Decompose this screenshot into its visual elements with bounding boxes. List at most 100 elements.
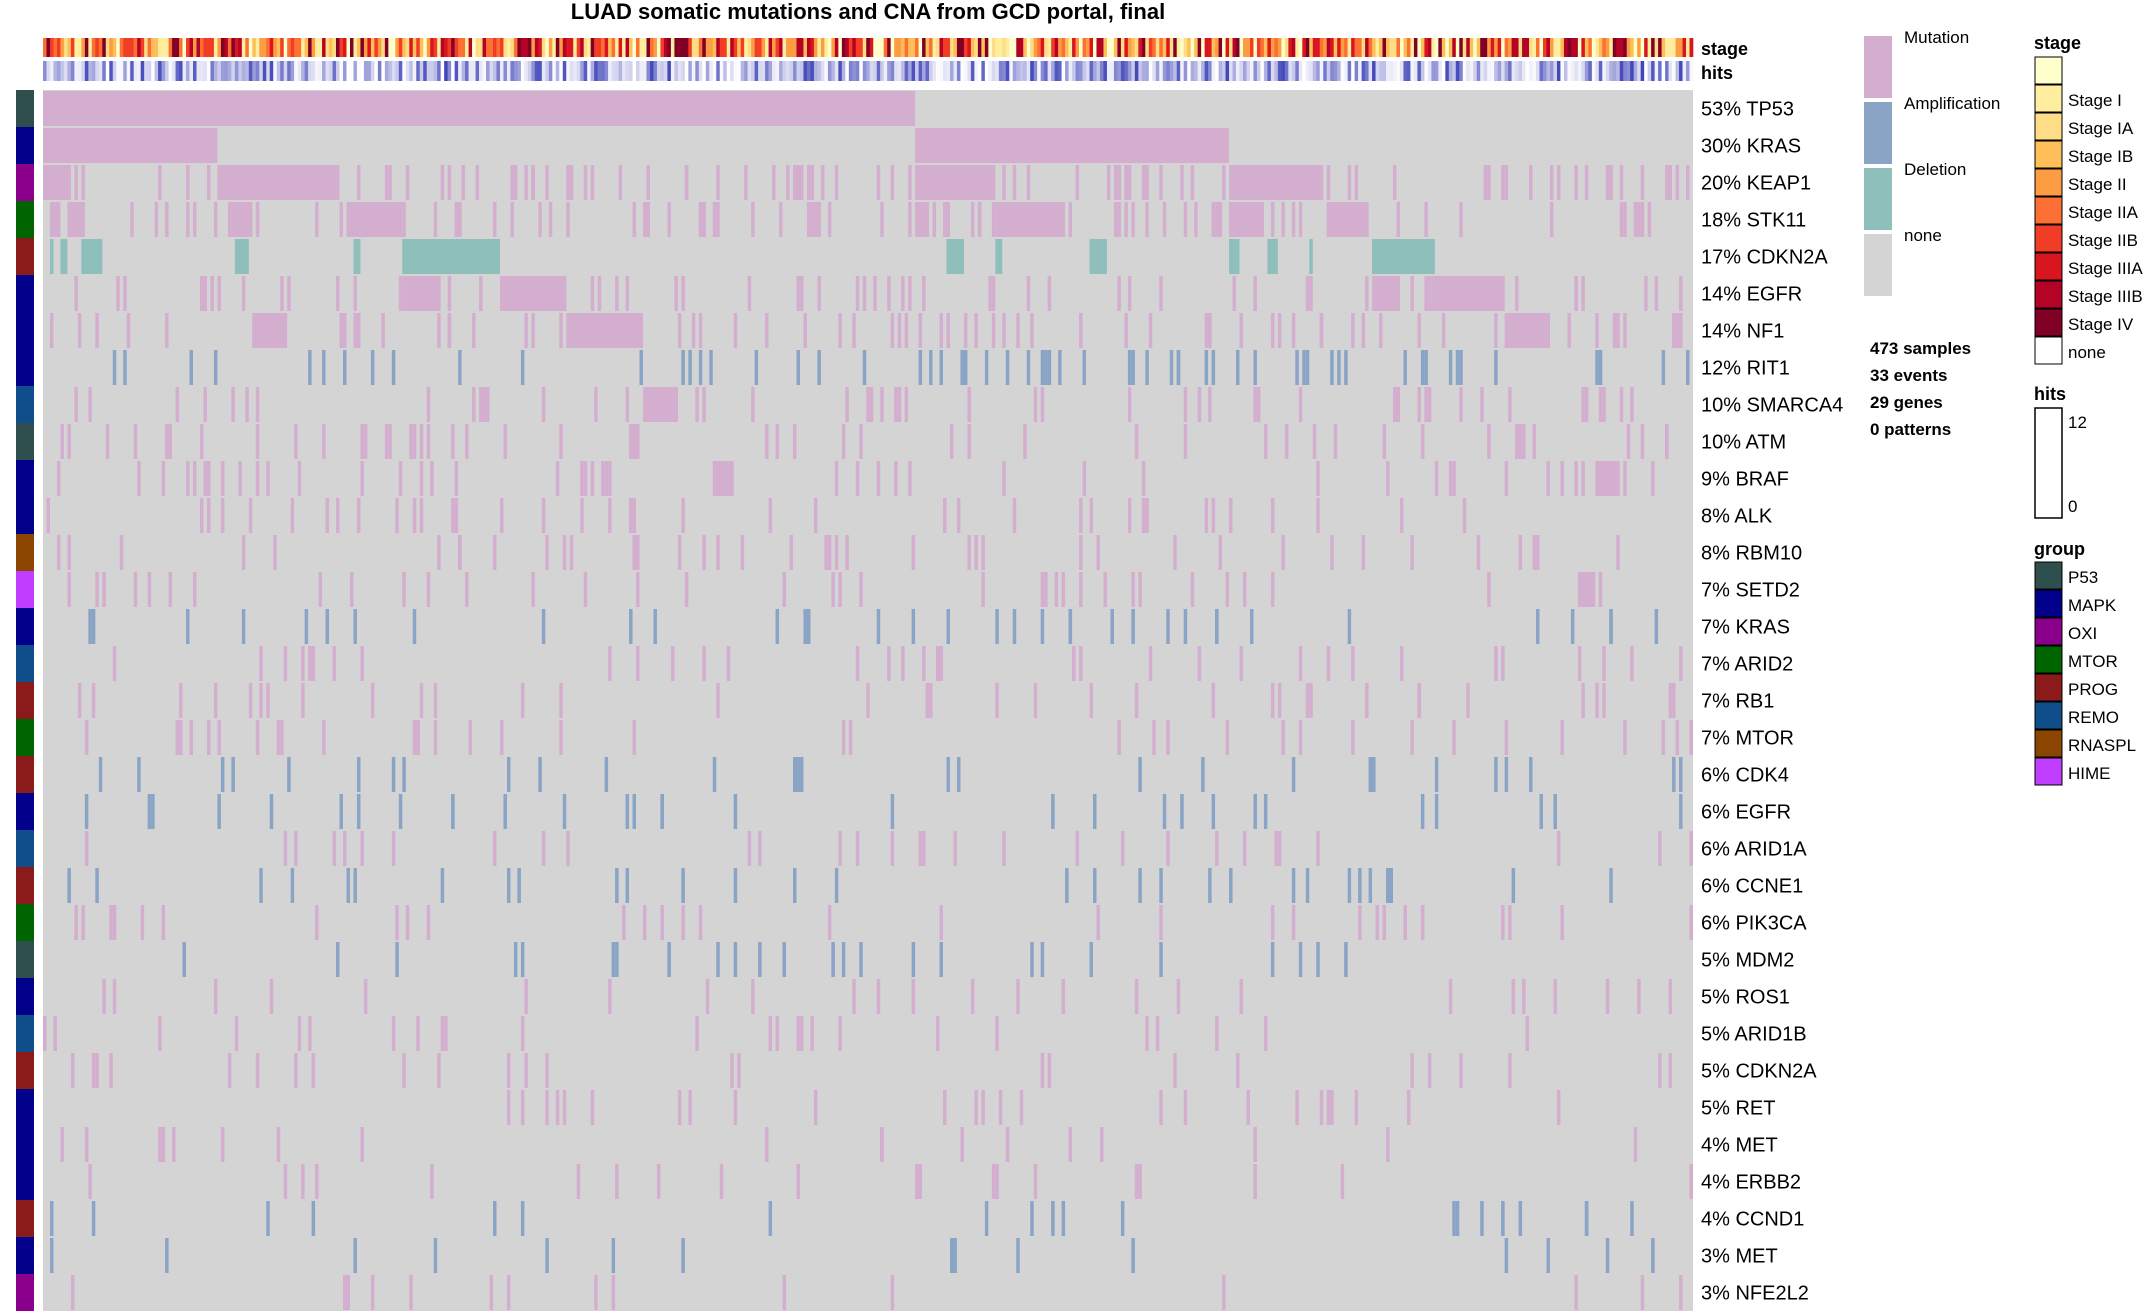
mutation-cell <box>430 1164 434 1199</box>
amplification-cell <box>1455 1201 1460 1236</box>
mutation-cell <box>995 1016 999 1051</box>
hits-cell <box>883 61 888 81</box>
hits-cell <box>838 61 843 81</box>
hits-cell <box>1305 61 1310 81</box>
mutation-cell <box>70 1053 75 1088</box>
stage-cell <box>716 38 721 57</box>
mutation-cell <box>977 202 982 237</box>
mutation-cell <box>203 387 207 422</box>
gene-label: 5% MDM2 <box>1701 950 1794 972</box>
mutation-cell <box>1079 498 1083 533</box>
mutation-cell <box>747 276 752 311</box>
hits-cell <box>126 61 131 81</box>
mutation-cell <box>493 831 497 866</box>
hits-cell <box>1616 61 1621 81</box>
stage-cell <box>315 38 319 57</box>
mutation-cell <box>974 1090 978 1125</box>
mutation-cell <box>447 276 452 311</box>
stage-cell <box>479 38 483 57</box>
mutation-cell <box>241 535 246 570</box>
hits-cell <box>297 61 302 81</box>
mutation-cell <box>1232 276 1237 311</box>
hits-cell <box>276 61 281 81</box>
stage-cell <box>1567 38 1572 57</box>
hits-cell <box>1117 61 1122 81</box>
amplification-cell <box>604 757 609 792</box>
stage-cell <box>629 38 633 57</box>
stage-cell <box>534 38 539 57</box>
stage-cell <box>904 38 909 57</box>
mutation-cell <box>838 572 842 607</box>
deletion-cell <box>1372 239 1435 274</box>
hits-cell <box>723 61 728 81</box>
hits-cell <box>625 61 630 81</box>
hits-cell <box>49 61 54 81</box>
amplification-cell <box>1553 794 1557 829</box>
hits-cell <box>1682 61 1687 81</box>
hits-cell <box>423 61 428 81</box>
stage-cell <box>939 38 944 57</box>
stage-cell <box>367 38 372 57</box>
hits-cell <box>956 61 961 81</box>
mutation-cell <box>318 572 323 607</box>
mutation-cell <box>1131 202 1135 237</box>
stage-legend-swatch <box>2034 196 2063 225</box>
stage-cell <box>1668 38 1673 57</box>
stage-cell <box>670 38 675 57</box>
stage-cell <box>1497 38 1502 57</box>
mutation-cell <box>1406 1090 1411 1125</box>
mutation-cell <box>1068 1127 1073 1162</box>
stage-cell <box>963 38 968 57</box>
amplification-cell <box>1211 794 1216 829</box>
hits-cell <box>426 61 431 81</box>
mutation-cell <box>929 683 933 718</box>
mutation-cell <box>465 424 469 459</box>
stage-cell <box>1584 38 1589 57</box>
mutation-cell <box>1124 313 1128 348</box>
mutation-cell <box>1672 313 1676 348</box>
mutation-cell <box>677 535 682 570</box>
hits-cell <box>1019 61 1024 81</box>
amplification-cell <box>1302 350 1306 385</box>
mutation-cell <box>489 1275 493 1310</box>
stage-cell <box>758 38 762 57</box>
mutation-cell <box>991 202 996 237</box>
stage-cell <box>1239 38 1244 57</box>
mutation-cell <box>1159 905 1163 940</box>
gene-label: 7% MTOR <box>1701 728 1794 750</box>
amplification-cell <box>370 350 375 385</box>
mutation-cell <box>77 683 82 718</box>
hits-cell <box>660 61 665 81</box>
stage-cell <box>123 38 128 57</box>
mutation-cell <box>227 202 232 237</box>
mutation-cell <box>918 1164 923 1199</box>
mutation-cell <box>1633 1127 1638 1162</box>
hits-cell <box>922 61 926 81</box>
gene-group-cell <box>16 867 34 904</box>
summary-stat: 29 genes <box>1870 393 1943 412</box>
mutation-cell <box>1131 572 1135 607</box>
hits-cell <box>493 61 497 81</box>
hits-cell <box>1309 61 1314 81</box>
mutation-cell <box>1211 683 1216 718</box>
stage-cell <box>949 38 954 57</box>
mutation-cell <box>1326 646 1331 681</box>
hits-cell <box>908 61 912 81</box>
mutation-cell <box>632 313 637 348</box>
hits-cell <box>1295 61 1300 81</box>
amplification-cell <box>806 609 811 644</box>
mutation-cell <box>643 905 647 940</box>
hits-cell <box>1431 61 1436 81</box>
gene-label: 6% EGFR <box>1701 802 1791 824</box>
stage-cell <box>775 38 780 57</box>
mutation-cell <box>688 1090 692 1125</box>
group-legend-swatch <box>2034 757 2063 786</box>
stage-cell <box>1672 38 1676 57</box>
mutation-cell <box>1556 165 1561 200</box>
mutation-cell <box>353 313 357 348</box>
stage-cell <box>451 38 455 57</box>
mutation-cell <box>1256 387 1261 422</box>
hits-cell <box>196 61 201 81</box>
gene-label: 10% SMARCA4 <box>1701 395 1843 417</box>
